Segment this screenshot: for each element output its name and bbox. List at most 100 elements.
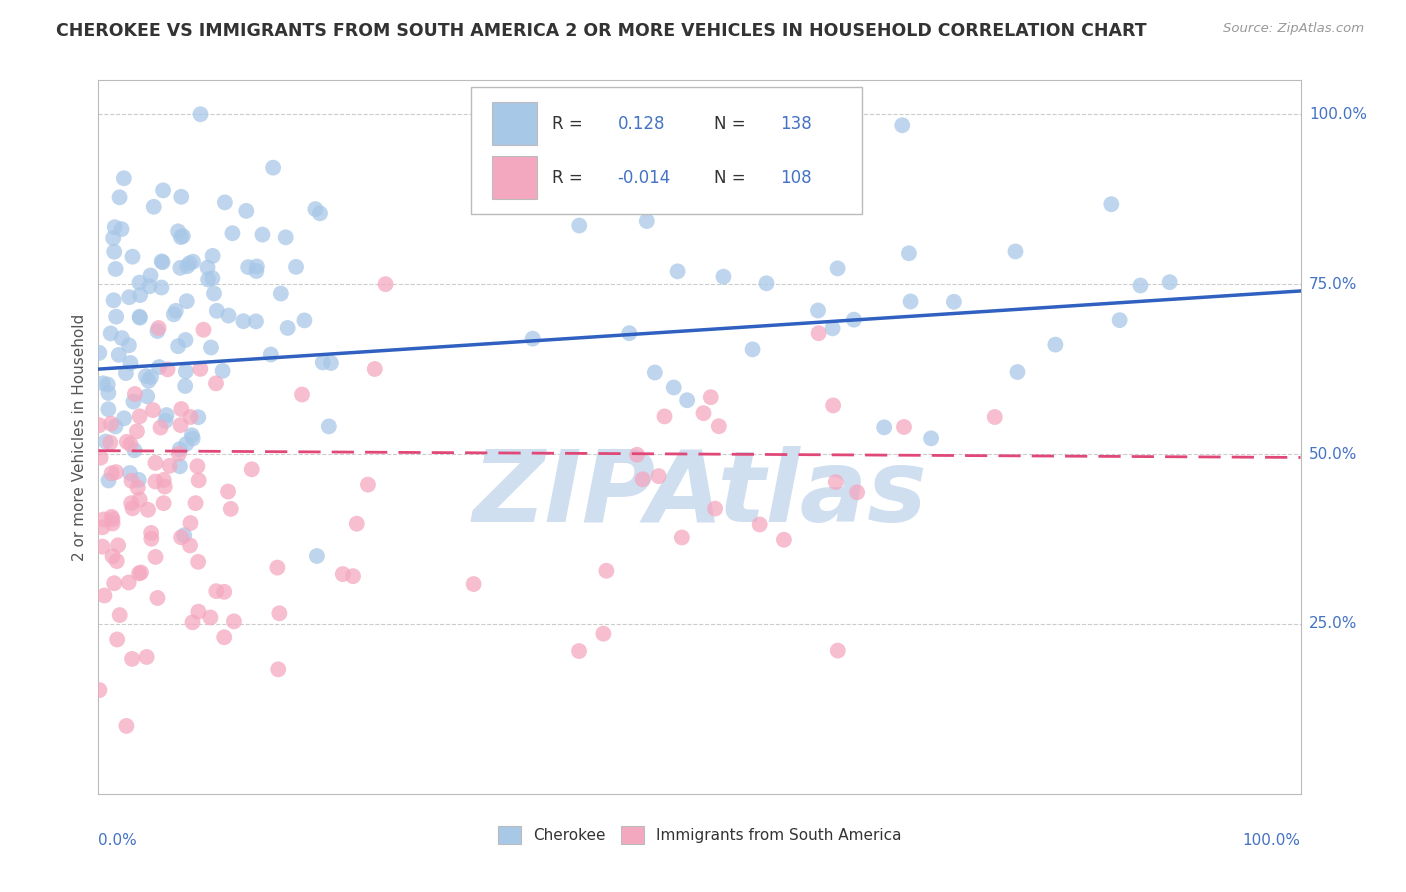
- Point: [97, 402, 120, 417]
- Point: [101, 231, 124, 245]
- Point: [167, 339, 190, 353]
- Point: [217, 484, 239, 499]
- Point: [128, 409, 150, 424]
- Point: [128, 566, 150, 581]
- Point: [463, 577, 485, 591]
- Text: ZIPAtlas: ZIPAtlas: [472, 446, 927, 542]
- Point: [184, 496, 207, 510]
- Point: [269, 607, 291, 621]
- Point: [169, 260, 191, 275]
- Point: [146, 591, 169, 605]
- Point: [170, 190, 193, 204]
- Point: [984, 410, 1007, 425]
- Point: [193, 323, 215, 337]
- Point: [197, 272, 219, 286]
- Point: [148, 321, 170, 335]
- Point: [91, 540, 114, 554]
- Point: [179, 256, 201, 270]
- Point: [309, 206, 332, 220]
- Point: [167, 224, 190, 238]
- Point: [170, 230, 193, 244]
- Point: [823, 399, 845, 413]
- Point: [212, 584, 235, 599]
- Point: [1108, 313, 1130, 327]
- Point: [97, 377, 120, 392]
- Point: [252, 227, 274, 242]
- Point: [148, 359, 170, 374]
- Text: 100.0%: 100.0%: [1243, 833, 1301, 848]
- Point: [262, 161, 284, 175]
- Point: [568, 219, 591, 233]
- Point: [152, 183, 174, 197]
- Point: [115, 366, 138, 380]
- Text: R =: R =: [551, 169, 582, 186]
- Point: [120, 496, 142, 510]
- Point: [107, 538, 129, 552]
- Point: [893, 420, 915, 434]
- Point: [145, 456, 167, 470]
- Point: [129, 310, 152, 325]
- Point: [824, 475, 846, 489]
- Point: [110, 222, 132, 236]
- Point: [118, 338, 141, 352]
- Point: [568, 644, 591, 658]
- Point: [1099, 197, 1122, 211]
- Point: [139, 370, 162, 384]
- Point: [179, 538, 201, 552]
- Point: [124, 387, 146, 401]
- Point: [124, 443, 146, 458]
- Text: 50.0%: 50.0%: [1309, 447, 1357, 461]
- Point: [671, 531, 693, 545]
- Point: [1004, 244, 1026, 259]
- Text: 108: 108: [780, 169, 811, 186]
- Point: [529, 178, 551, 193]
- FancyBboxPatch shape: [492, 156, 537, 200]
- Point: [277, 321, 299, 335]
- Point: [128, 473, 150, 487]
- Point: [776, 186, 799, 201]
- Point: [821, 321, 844, 335]
- Point: [346, 516, 368, 531]
- Point: [332, 567, 354, 582]
- Point: [222, 615, 245, 629]
- Point: [128, 310, 150, 324]
- Point: [1159, 275, 1181, 289]
- Point: [100, 326, 122, 341]
- Point: [155, 414, 177, 428]
- Point: [188, 362, 211, 376]
- Point: [104, 419, 127, 434]
- Point: [1129, 278, 1152, 293]
- Point: [827, 643, 849, 657]
- Point: [200, 610, 222, 624]
- Point: [101, 516, 124, 531]
- Point: [186, 459, 208, 474]
- Point: [218, 309, 240, 323]
- Text: 0.128: 0.128: [617, 115, 665, 133]
- Point: [174, 364, 197, 378]
- Point: [107, 348, 129, 362]
- Point: [141, 525, 163, 540]
- Point: [127, 481, 149, 495]
- Point: [245, 314, 267, 328]
- Point: [170, 402, 193, 417]
- Point: [246, 260, 269, 274]
- Point: [91, 376, 114, 391]
- Point: [105, 632, 128, 647]
- Point: [205, 584, 228, 599]
- Point: [112, 411, 135, 425]
- Point: [169, 442, 191, 457]
- FancyBboxPatch shape: [471, 87, 862, 214]
- Text: 138: 138: [780, 115, 811, 133]
- Point: [111, 331, 134, 345]
- Point: [91, 520, 114, 534]
- Point: [267, 662, 290, 676]
- Point: [89, 346, 111, 360]
- Point: [920, 431, 942, 445]
- Point: [101, 512, 124, 526]
- Point: [103, 244, 125, 259]
- Point: [187, 555, 209, 569]
- Point: [676, 393, 699, 408]
- Point: [89, 683, 111, 698]
- Point: [129, 288, 152, 302]
- Point: [179, 516, 201, 530]
